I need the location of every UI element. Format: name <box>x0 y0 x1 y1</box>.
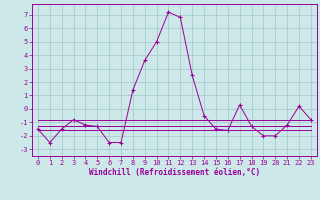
X-axis label: Windchill (Refroidissement éolien,°C): Windchill (Refroidissement éolien,°C) <box>89 168 260 177</box>
